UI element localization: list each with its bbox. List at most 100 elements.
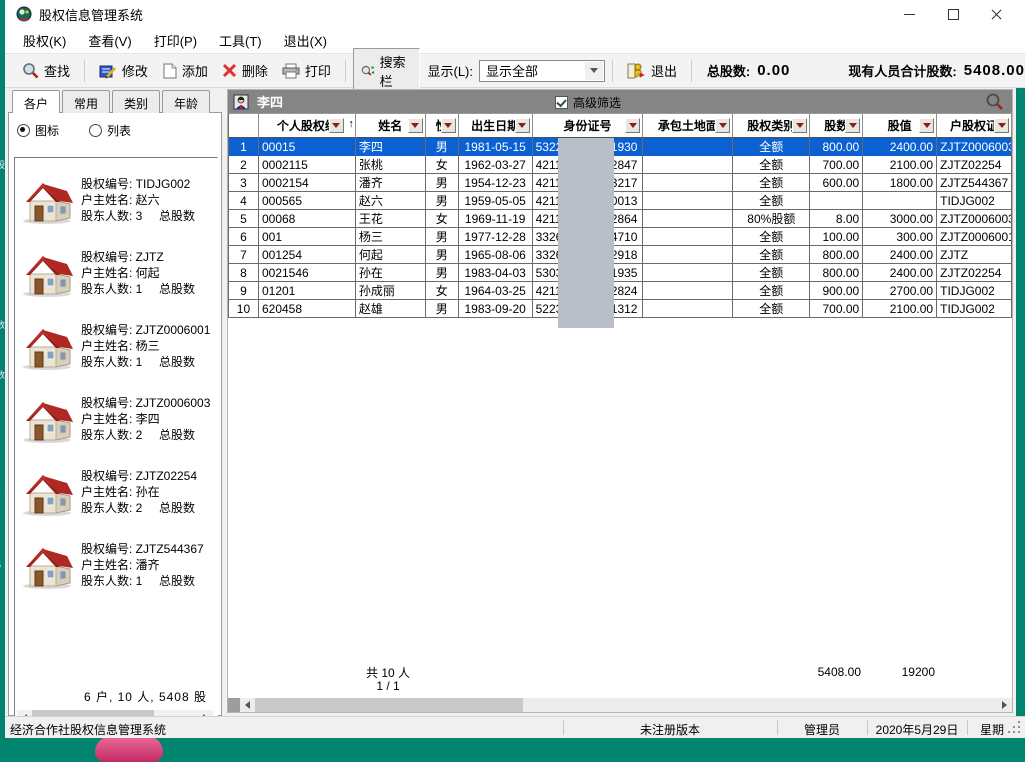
column-header[interactable]: 股权类别 xyxy=(733,114,811,138)
zoom-icon[interactable] xyxy=(985,92,1004,111)
table-row[interactable]: 8 0021546 孙在男 1983-04-03 53032 1935 全额 800.00 24… xyxy=(228,264,1013,282)
column-filter-button[interactable] xyxy=(514,118,530,133)
column-header[interactable]: 身份证号 xyxy=(532,114,644,138)
minimize-button[interactable] xyxy=(887,0,931,28)
table-cell xyxy=(643,174,734,192)
scroll-left-arrow[interactable] xyxy=(240,698,255,713)
maximize-button[interactable] xyxy=(931,0,975,28)
column-filter-button[interactable] xyxy=(407,118,423,133)
column-filter-button[interactable] xyxy=(919,118,935,133)
advanced-filter[interactable]: 高级筛选 xyxy=(555,94,621,111)
column-filter-button[interactable] xyxy=(845,118,861,133)
tab-category[interactable]: 类别 xyxy=(112,90,161,113)
radio-icons-view[interactable]: 图标 xyxy=(17,119,59,141)
table-row[interactable]: 9 01201 孙成丽女 1964-03-25 42112 2824 全额 900.00 270… xyxy=(228,282,1013,300)
table-cell xyxy=(643,246,734,264)
column-header[interactable]: 性 xyxy=(425,114,459,138)
advanced-filter-label: 高级筛选 xyxy=(573,96,622,110)
table-cell: 000565 xyxy=(258,192,356,210)
table-cell: ZJTZ02254 xyxy=(937,156,1013,174)
table-row[interactable]: 3 0002154 潘齐男 1954-12-23 42112 3217 全额 600.00 18… xyxy=(228,174,1013,192)
sort-filter-icon xyxy=(718,123,727,128)
household-item[interactable]: 股权编号: ZJTZ02254 户主姓名: 孙在 股东人数: 2 总股数 xyxy=(21,461,217,523)
column-header[interactable]: 出生日期 xyxy=(458,114,533,138)
close-button[interactable] xyxy=(975,0,1019,28)
resize-grip[interactable] xyxy=(1018,731,1020,733)
menu-print[interactable]: 打印(P) xyxy=(153,34,198,49)
sidebar: 各户 常用 类别 年龄 图标 列表 股权编号: TIDJG002 户主姓名: xyxy=(8,90,222,733)
menu-tools[interactable]: 工具(T) xyxy=(219,34,262,49)
column-header[interactable]: 股数 xyxy=(810,114,864,138)
household-list: 股权编号: TIDJG002 户主姓名: 赵六 股东人数: 3 总股数 股权编号: … xyxy=(14,157,218,733)
table-cell xyxy=(643,210,734,228)
table-cell: 1800.00 xyxy=(863,174,938,192)
household-item[interactable]: 股权编号: ZJTZ 户主姓名: 何起 股东人数: 1 总股数 xyxy=(21,242,217,304)
chevron-down-icon[interactable] xyxy=(585,61,604,80)
column-filter-button[interactable] xyxy=(792,118,808,133)
delete-button[interactable]: 删除 xyxy=(215,57,275,84)
table-row[interactable]: 6 001 杨三男 1977-12-28 33260 4710 全额 100.00 300.00… xyxy=(228,228,1013,246)
column-header[interactable]: 个人股权编 ↑ xyxy=(258,114,356,138)
add-button[interactable]: 添加 xyxy=(155,57,215,84)
scrollbar-thumb[interactable] xyxy=(255,698,523,712)
column-filter-button[interactable] xyxy=(994,118,1010,133)
advanced-filter-checkbox[interactable] xyxy=(555,96,568,109)
search-bar-toggle[interactable]: 搜索栏 xyxy=(352,47,420,94)
household-item[interactable]: 股权编号: ZJTZ544367 户主姓名: 潘齐 股东人数: 1 总股数 xyxy=(21,534,217,596)
status-app-name: 经济合作社股权信息管理系统 xyxy=(10,723,167,737)
exit-button[interactable]: 退出 xyxy=(620,57,684,84)
column-filter-button[interactable] xyxy=(715,118,731,133)
sort-filter-icon xyxy=(628,123,637,128)
household-item[interactable]: 股权编号: TIDJG002 户主姓名: 赵六 股东人数: 3 总股数 xyxy=(21,169,217,231)
table-row[interactable]: 1 00015 李四男 1981-05-15 53222 1930 全额 800.00 2400… xyxy=(228,138,1013,156)
table-row[interactable]: 5 00068 王花女 1969-11-19 42112 2864 80%股额 8.00 300… xyxy=(228,210,1013,228)
household-item[interactable]: 股权编号: ZJTZ0006003 户主姓名: 李四 股东人数: 2 总股数 xyxy=(21,388,217,450)
column-header[interactable] xyxy=(229,114,259,138)
status-weekday: 星期 xyxy=(980,723,1005,737)
menu-equity[interactable]: 股权(K) xyxy=(23,34,67,49)
table-row[interactable]: 7 001254 何起男 1965-08-06 33262 2918 全额 800.00 240… xyxy=(228,246,1013,264)
display-select[interactable]: 显示全部 xyxy=(479,59,606,82)
tab-households[interactable]: 各户 xyxy=(12,90,61,113)
column-header[interactable]: 姓名 xyxy=(355,114,426,138)
find-button[interactable]: 查找 xyxy=(15,57,77,84)
tab-age[interactable]: 年龄 xyxy=(162,90,211,113)
sidebar-tabs: 各户 常用 类别 年龄 xyxy=(8,90,222,113)
modify-button[interactable]: 修改 xyxy=(92,57,155,84)
table-row[interactable]: 10 620458 赵雄男 1983-09-20 52232 1312 全额 700.00 21… xyxy=(228,300,1013,318)
household-item[interactable]: 股权编号: ZJTZ0006001 户主姓名: 杨三 股东人数: 1 总股数 xyxy=(21,315,217,377)
table-cell xyxy=(863,192,938,210)
print-button[interactable]: 打印 xyxy=(275,57,338,84)
column-header[interactable]: 承包土地面 xyxy=(643,114,734,138)
table-cell: 女 xyxy=(425,282,459,300)
column-header[interactable]: 户股权证 xyxy=(937,114,1013,138)
household-code: 股权编号: ZJTZ544367 xyxy=(81,542,204,556)
toolbar-separator xyxy=(691,59,692,82)
table-cell: 001254 xyxy=(258,246,356,264)
menu-exit[interactable]: 退出(X) xyxy=(283,34,327,49)
search-bar-label: 搜索栏 xyxy=(379,54,406,89)
household-item-text: 股权编号: ZJTZ544367 户主姓名: 潘齐 股东人数: 1 总股数 xyxy=(81,541,211,589)
tab-common[interactable]: 常用 xyxy=(62,90,111,113)
radio-list-view[interactable]: 列表 xyxy=(89,119,131,141)
sort-filter-icon xyxy=(518,123,527,128)
status-user: 管理员 xyxy=(803,723,840,737)
column-filter-button[interactable] xyxy=(328,118,344,133)
column-filter-button[interactable] xyxy=(625,118,641,133)
column-filter-button[interactable] xyxy=(440,118,456,133)
table-row[interactable]: 4 000565 赵六男 1959-05-05 42112 0013 全额 TIDJG002 xyxy=(228,192,1013,210)
table-horizontal-scrollbar[interactable] xyxy=(228,698,1012,712)
scroll-right-arrow[interactable] xyxy=(997,698,1012,713)
row-number: 8 xyxy=(229,264,259,282)
table-cell: 全额 xyxy=(733,174,811,192)
table-row[interactable]: 2 0002115 张桃女 1962-03-27 42112 2847 全额 700.00 21… xyxy=(228,156,1013,174)
display-selected-value: 显示全部 xyxy=(486,64,539,79)
table-cell: 孙在 xyxy=(355,264,426,282)
status-separator xyxy=(563,720,564,735)
column-header[interactable]: 股值 xyxy=(863,114,938,138)
house-icon xyxy=(23,183,73,224)
menu-view[interactable]: 查看(V) xyxy=(88,34,132,49)
table-cell: 00015 xyxy=(258,138,356,156)
household-owner: 户主姓名: 何起 xyxy=(81,266,160,280)
household-holders: 股东人数: 1 总股数 xyxy=(81,282,196,296)
